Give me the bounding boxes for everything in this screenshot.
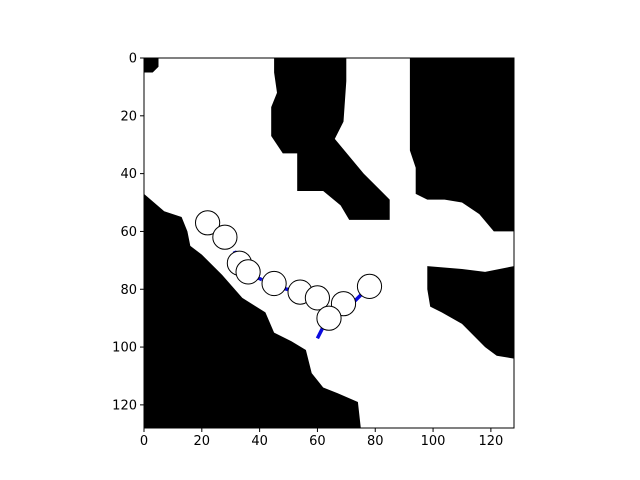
x-tick-label: 20 — [194, 434, 211, 449]
node-circle — [261, 270, 287, 297]
obstacle-upper-middle-column — [271, 58, 390, 220]
x-tick-100: 100 — [421, 428, 446, 449]
obstacle-right-lobe — [427, 266, 514, 359]
obstacle-left-wall — [144, 193, 361, 428]
node-circle — [316, 305, 342, 331]
x-tick-label: 100 — [421, 434, 446, 449]
y-tick-40: 40 — [120, 167, 144, 182]
y-tick-120: 120 — [112, 398, 144, 413]
obstacle-upper-right-column — [409, 58, 514, 232]
y-tick-label: 120 — [112, 398, 137, 413]
node-layer — [195, 210, 383, 331]
y-tick-80: 80 — [120, 283, 144, 298]
plot-frame — [143, 57, 515, 429]
y-tick-0: 0 — [129, 52, 144, 67]
y-tick-label: 40 — [120, 167, 137, 182]
y-tick-60: 60 — [120, 225, 144, 240]
y-tick-label: 60 — [120, 225, 137, 240]
x-tick-label: 80 — [367, 434, 384, 449]
node-circle — [304, 285, 330, 311]
y-tick-100: 100 — [112, 341, 144, 356]
y-tick-label: 0 — [129, 52, 137, 67]
x-tick-20: 20 — [194, 428, 211, 449]
node-circle — [195, 210, 221, 236]
obstacle-layer — [144, 58, 514, 428]
x-tick-60: 60 — [309, 428, 326, 449]
node-circle — [356, 273, 383, 299]
x-axis: 0 20 40 60 80 100 120 — [140, 428, 503, 449]
x-tick-label: 40 — [251, 434, 268, 449]
x-tick-120: 120 — [478, 428, 503, 449]
x-tick-80: 80 — [367, 428, 384, 449]
x-tick-0: 0 — [140, 428, 148, 449]
obstacle-top-left-corner — [144, 58, 159, 73]
x-tick-label: 60 — [309, 434, 326, 449]
x-tick-label: 0 — [140, 434, 148, 449]
x-tick-40: 40 — [251, 428, 268, 449]
y-tick-label: 20 — [120, 109, 137, 124]
node-circle — [235, 259, 261, 285]
y-axis: 0 20 40 60 80 100 120 — [112, 52, 144, 413]
y-tick-20: 20 — [120, 109, 144, 124]
y-tick-label: 80 — [120, 283, 137, 298]
node-circle — [212, 224, 238, 250]
x-tick-label: 120 — [478, 434, 503, 449]
y-tick-label: 100 — [112, 341, 137, 356]
